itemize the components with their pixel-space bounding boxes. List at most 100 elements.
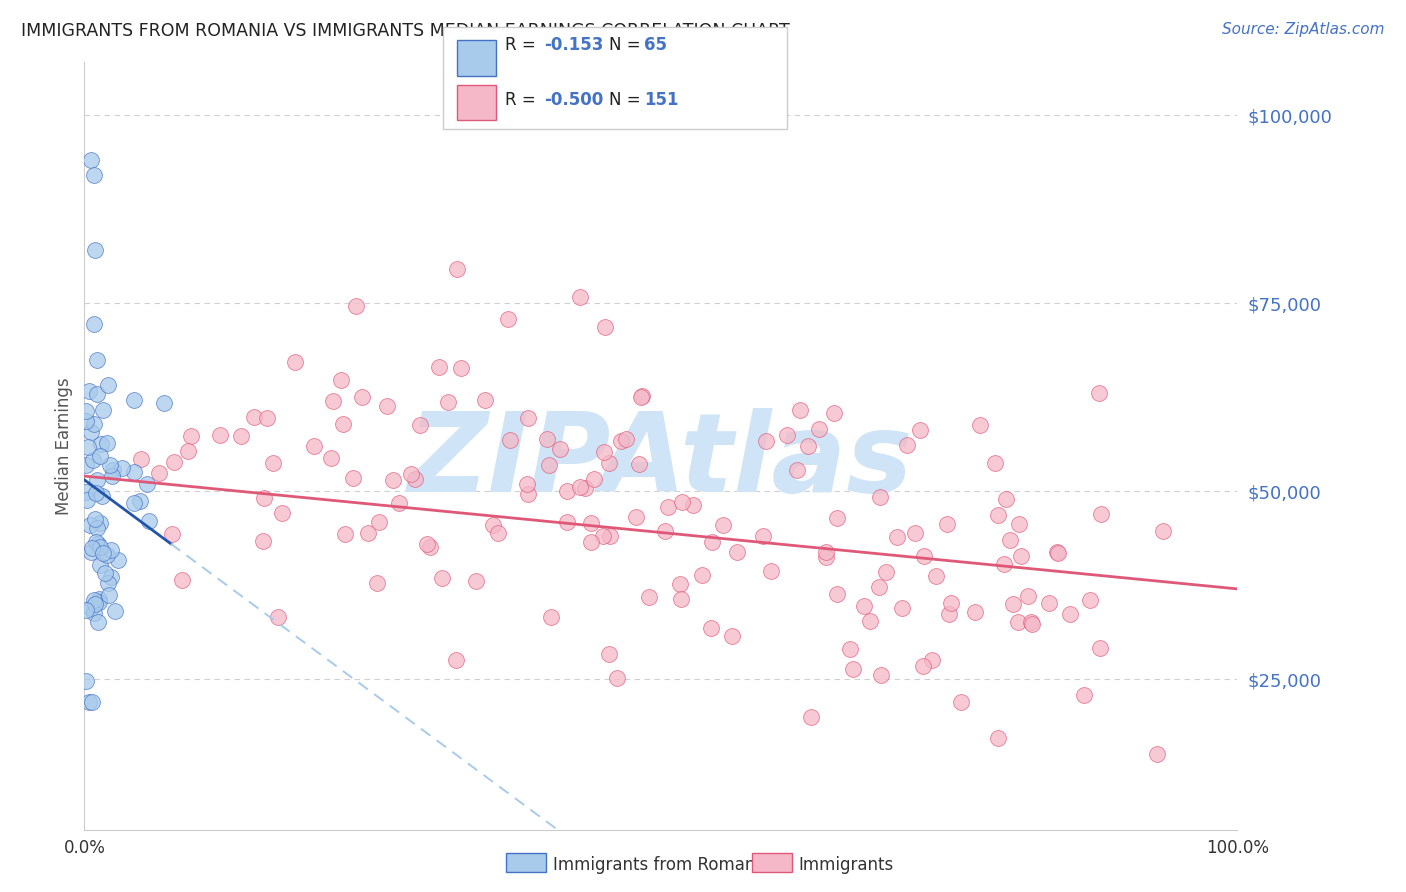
Point: [148, 466, 170, 480]
Point: [808, 422, 831, 436]
Point: [598, 456, 620, 470]
Point: [335, 526, 357, 541]
Point: [516, 477, 538, 491]
Point: [83, 168, 105, 182]
Point: [450, 360, 472, 375]
Point: [160, 526, 183, 541]
Text: IMMIGRANTS FROM ROMANIA VS IMMIGRANTS MEDIAN EARNINGS CORRELATION CHART: IMMIGRANTS FROM ROMANIA VS IMMIGRANTS ME…: [21, 22, 790, 40]
Point: [77, 440, 100, 454]
Point: [815, 544, 838, 558]
Point: [75, 458, 97, 472]
Point: [107, 553, 129, 567]
Point: [100, 543, 122, 558]
Point: [357, 526, 380, 541]
Point: [444, 653, 467, 667]
Point: [671, 494, 693, 508]
Point: [229, 429, 252, 443]
Point: [101, 469, 124, 483]
Point: [77, 384, 100, 399]
Point: [89, 449, 111, 463]
Point: [367, 515, 389, 529]
Point: [630, 390, 652, 404]
Point: [755, 434, 778, 449]
Point: [170, 573, 193, 587]
Point: [859, 614, 882, 628]
Point: [100, 570, 122, 584]
Point: [692, 567, 714, 582]
Point: [321, 451, 343, 466]
Point: [1001, 597, 1024, 611]
Text: 151: 151: [644, 91, 679, 109]
Point: [419, 540, 441, 554]
Point: [481, 517, 503, 532]
Point: [637, 590, 659, 604]
Point: [599, 529, 621, 543]
Point: [111, 460, 134, 475]
Point: [699, 621, 721, 635]
Point: [536, 432, 558, 446]
Point: [83, 417, 105, 431]
Point: [969, 418, 991, 433]
Point: [94, 566, 117, 581]
Point: [995, 492, 1018, 507]
Point: [517, 486, 540, 500]
Point: [868, 580, 890, 594]
Point: [776, 428, 799, 442]
Point: [80, 600, 103, 615]
Point: [824, 406, 846, 420]
Point: [842, 662, 865, 676]
Point: [786, 463, 808, 477]
Text: N =: N =: [609, 91, 645, 109]
Point: [1007, 615, 1029, 629]
Point: [499, 433, 522, 447]
Point: [657, 500, 679, 515]
Text: Immigrants: Immigrants: [799, 856, 894, 874]
Point: [366, 575, 388, 590]
Point: [987, 731, 1010, 745]
Point: [122, 392, 145, 407]
Point: [592, 529, 614, 543]
Point: [83, 244, 105, 258]
Text: R =: R =: [505, 91, 541, 109]
Point: [1073, 689, 1095, 703]
Point: [569, 480, 592, 494]
Point: [87, 615, 110, 629]
Point: [79, 695, 101, 709]
Point: [91, 546, 114, 560]
Point: [998, 533, 1021, 547]
Point: [963, 605, 986, 619]
Point: [540, 610, 562, 624]
Point: [152, 396, 174, 410]
Point: [304, 440, 326, 454]
Point: [1017, 589, 1039, 603]
Point: [627, 457, 650, 471]
Point: [569, 290, 592, 304]
Point: [614, 433, 637, 447]
Point: [75, 403, 97, 417]
Point: [870, 667, 893, 681]
Point: [1021, 616, 1043, 631]
Point: [101, 463, 124, 477]
Point: [415, 537, 437, 551]
Point: [80, 545, 103, 559]
Point: [1008, 517, 1031, 532]
Point: [129, 451, 152, 466]
Point: [84, 535, 107, 549]
Point: [538, 458, 561, 473]
Point: [598, 647, 620, 661]
Point: [83, 606, 105, 620]
Point: [84, 512, 107, 526]
Point: [912, 658, 935, 673]
Point: [759, 564, 782, 578]
Text: 65: 65: [644, 36, 666, 54]
Point: [550, 442, 572, 456]
Point: [939, 596, 962, 610]
Point: [582, 472, 605, 486]
Point: [409, 417, 432, 432]
Point: [80, 425, 103, 440]
Text: -0.153: -0.153: [544, 36, 603, 54]
Point: [896, 438, 918, 452]
Point: [825, 510, 848, 524]
Point: [797, 439, 820, 453]
Point: [921, 653, 943, 667]
